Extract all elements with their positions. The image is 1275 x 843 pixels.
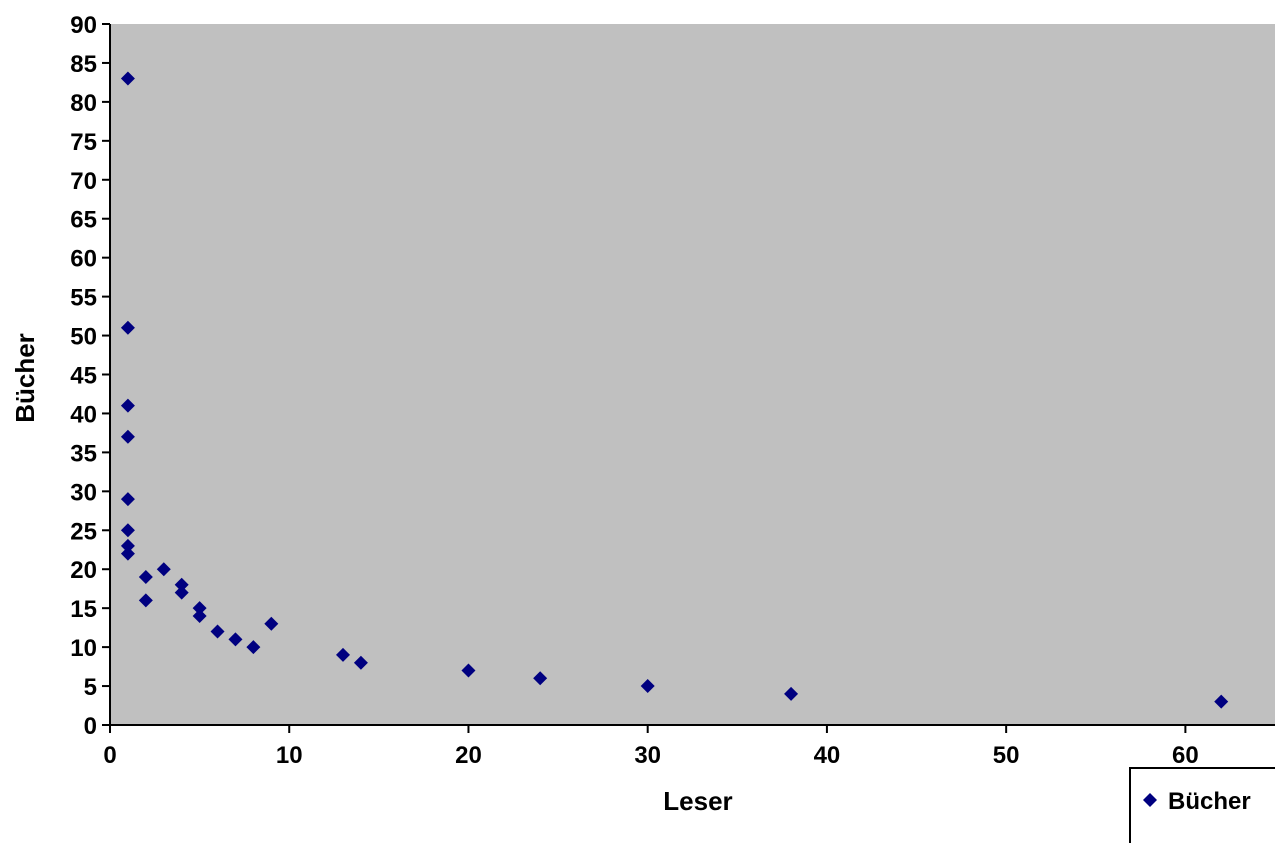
data-point-diamond (640, 679, 655, 694)
data-point-diamond (156, 562, 171, 577)
data-point-diamond (228, 632, 243, 647)
data-point-diamond (138, 570, 153, 585)
y-axis: 0 5 10 15 20 25 30 35 40 45 50 55 60 65 70 75 80 85 90 (70, 12, 111, 740)
x-axis: 0 10 20 30 40 50 60 (103, 724, 1275, 769)
y-tick-label: 90 (70, 12, 97, 39)
legend-label: Bücher (1168, 788, 1251, 815)
data-point-diamond (120, 71, 135, 86)
x-tick-label: 50 (993, 742, 1020, 769)
y-tick-label: 55 (70, 285, 97, 312)
y-tick-label: 35 (70, 440, 97, 467)
data-point-diamond (192, 608, 207, 623)
x-tick-label: 40 (814, 742, 841, 769)
data-point-diamond (336, 647, 350, 662)
y-tick-label: 40 (70, 401, 97, 428)
data-point-diamond (120, 398, 135, 413)
y-tick-label: 25 (70, 518, 97, 545)
data-point-diamond (784, 686, 799, 701)
data-point-diamond (120, 429, 135, 444)
y-tick-label: 50 (70, 324, 97, 351)
data-point-diamond (353, 655, 368, 670)
data-point-diamond (264, 616, 279, 631)
x-tick-label: 0 (103, 742, 116, 769)
data-point-diamond (120, 538, 135, 553)
data-point-diamond (174, 585, 189, 600)
data-point-diamond (120, 546, 135, 561)
data-point-diamond (1214, 694, 1229, 709)
y-tick-label: 15 (70, 596, 97, 623)
x-tick-label: 30 (634, 742, 661, 769)
data-point-diamond (120, 320, 135, 335)
y-tick-label: 0 (84, 713, 97, 740)
y-tick-label: 75 (70, 129, 97, 156)
y-tick-label: 45 (70, 363, 97, 390)
y-tick-label: 80 (70, 90, 97, 117)
x-tick-label: 60 (1172, 742, 1199, 769)
legend-marker-diamond-icon (1143, 793, 1157, 807)
x-axis-title: Leser (663, 786, 732, 816)
data-point-diamond (120, 523, 135, 538)
y-axis-title: Bücher (10, 333, 40, 423)
y-tick-label: 85 (70, 51, 97, 78)
data-point-diamond (210, 624, 225, 639)
y-tick-label: 65 (70, 207, 97, 234)
y-tick-label: 20 (70, 557, 97, 584)
x-tick-label: 10 (276, 742, 303, 769)
y-tick-label: 10 (70, 635, 97, 662)
data-point-diamond (246, 640, 261, 655)
y-tick-label: 5 (84, 674, 97, 701)
y-tick-label: 30 (70, 479, 97, 506)
data-point-diamond (533, 671, 548, 686)
data-point-diamond (120, 492, 135, 507)
x-tick-label: 20 (455, 742, 482, 769)
legend-box (1129, 767, 1275, 843)
y-tick-label: 60 (70, 246, 97, 273)
data-point-diamond (138, 593, 153, 608)
plot-area (110, 24, 1275, 725)
data-point-diamond (174, 577, 189, 592)
legend: Bücher (1129, 767, 1275, 843)
data-point-diamond (461, 663, 476, 678)
data-point-diamond (192, 601, 207, 616)
y-tick-label: 70 (70, 168, 97, 195)
data-points (120, 71, 1229, 709)
